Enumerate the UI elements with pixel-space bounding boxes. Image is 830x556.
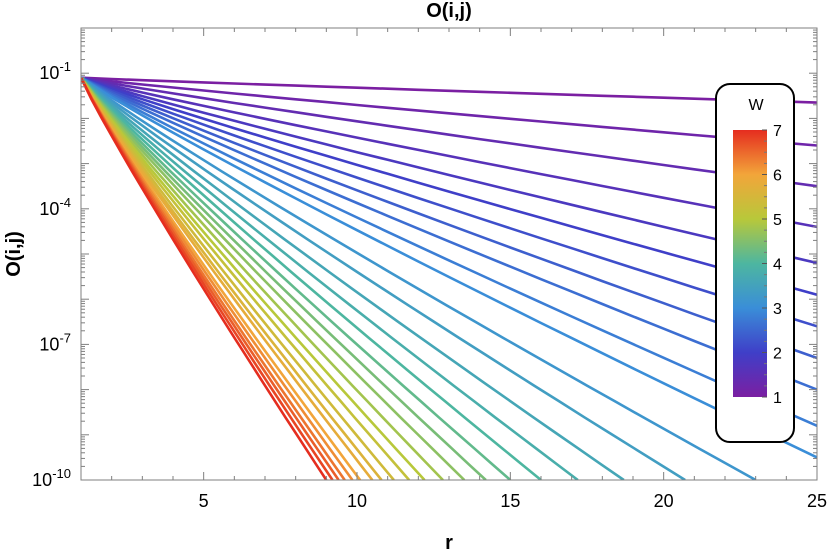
colorbar-tick-label: 1 xyxy=(773,390,782,407)
series-line-13 xyxy=(81,76,686,480)
colorbar-tick-label: 4 xyxy=(773,257,782,274)
series-line-31 xyxy=(81,77,328,480)
x-tick-label: 15 xyxy=(500,491,520,511)
x-tick-label: 10 xyxy=(347,491,367,511)
y-axis-ticks: 10-1 10-4 10-7 10-10 xyxy=(32,29,817,490)
x-tick-label: 5 xyxy=(199,491,209,511)
x-tick-label: 20 xyxy=(654,491,674,511)
colorbar-gradient xyxy=(733,130,767,397)
series-line-18 xyxy=(81,76,487,480)
series-line-19 xyxy=(81,76,466,480)
series-line-5 xyxy=(81,76,817,265)
y-tick-label: 10-10 xyxy=(32,466,71,490)
colorbar-tick-label: 7 xyxy=(773,123,782,140)
colorbar-ticks: 1 2 3 4 5 6 7 xyxy=(762,123,782,407)
series-line-20 xyxy=(81,76,444,480)
series-line-14 xyxy=(81,76,625,480)
series-line-22 xyxy=(81,76,411,480)
colorbar-legend: W 1 2 3 4 5 6 7 xyxy=(715,83,795,443)
series-line-1 xyxy=(81,76,817,104)
series-line-6 xyxy=(81,76,817,296)
colorbar-tick-label: 2 xyxy=(773,346,782,363)
x-axis-ticks: 5 10 15 20 25 xyxy=(80,28,827,511)
colorbar-tick-label: 5 xyxy=(773,212,782,229)
y-tick-label: 10-1 xyxy=(39,59,71,83)
series-line-12 xyxy=(81,76,757,480)
series-group xyxy=(81,76,817,480)
chart-title: O(i,j) xyxy=(426,0,472,22)
colorbar-tick-label: 6 xyxy=(773,168,782,185)
series-line-8 xyxy=(81,76,817,360)
series-line-25 xyxy=(81,77,374,480)
series-line-15 xyxy=(81,76,579,480)
x-axis-label: r xyxy=(445,532,453,554)
series-line-10 xyxy=(81,76,817,427)
series-line-16 xyxy=(81,76,542,480)
y-tick-label: 10-4 xyxy=(39,195,71,219)
colorbar-title: W xyxy=(748,97,764,114)
series-line-9 xyxy=(81,76,817,391)
y-axis-label: O(i,j) xyxy=(3,231,25,277)
colorbar-tick-label: 3 xyxy=(773,301,782,318)
series-line-4 xyxy=(81,76,817,229)
y-tick-label: 10-7 xyxy=(39,330,71,354)
series-line-2 xyxy=(81,76,817,147)
series-line-17 xyxy=(81,76,512,480)
series-line-21 xyxy=(81,76,426,480)
series-line-11 xyxy=(81,76,817,459)
series-line-7 xyxy=(81,76,817,328)
x-tick-label: 25 xyxy=(807,491,827,511)
series-line-23 xyxy=(81,77,395,480)
series-line-3 xyxy=(81,76,817,188)
